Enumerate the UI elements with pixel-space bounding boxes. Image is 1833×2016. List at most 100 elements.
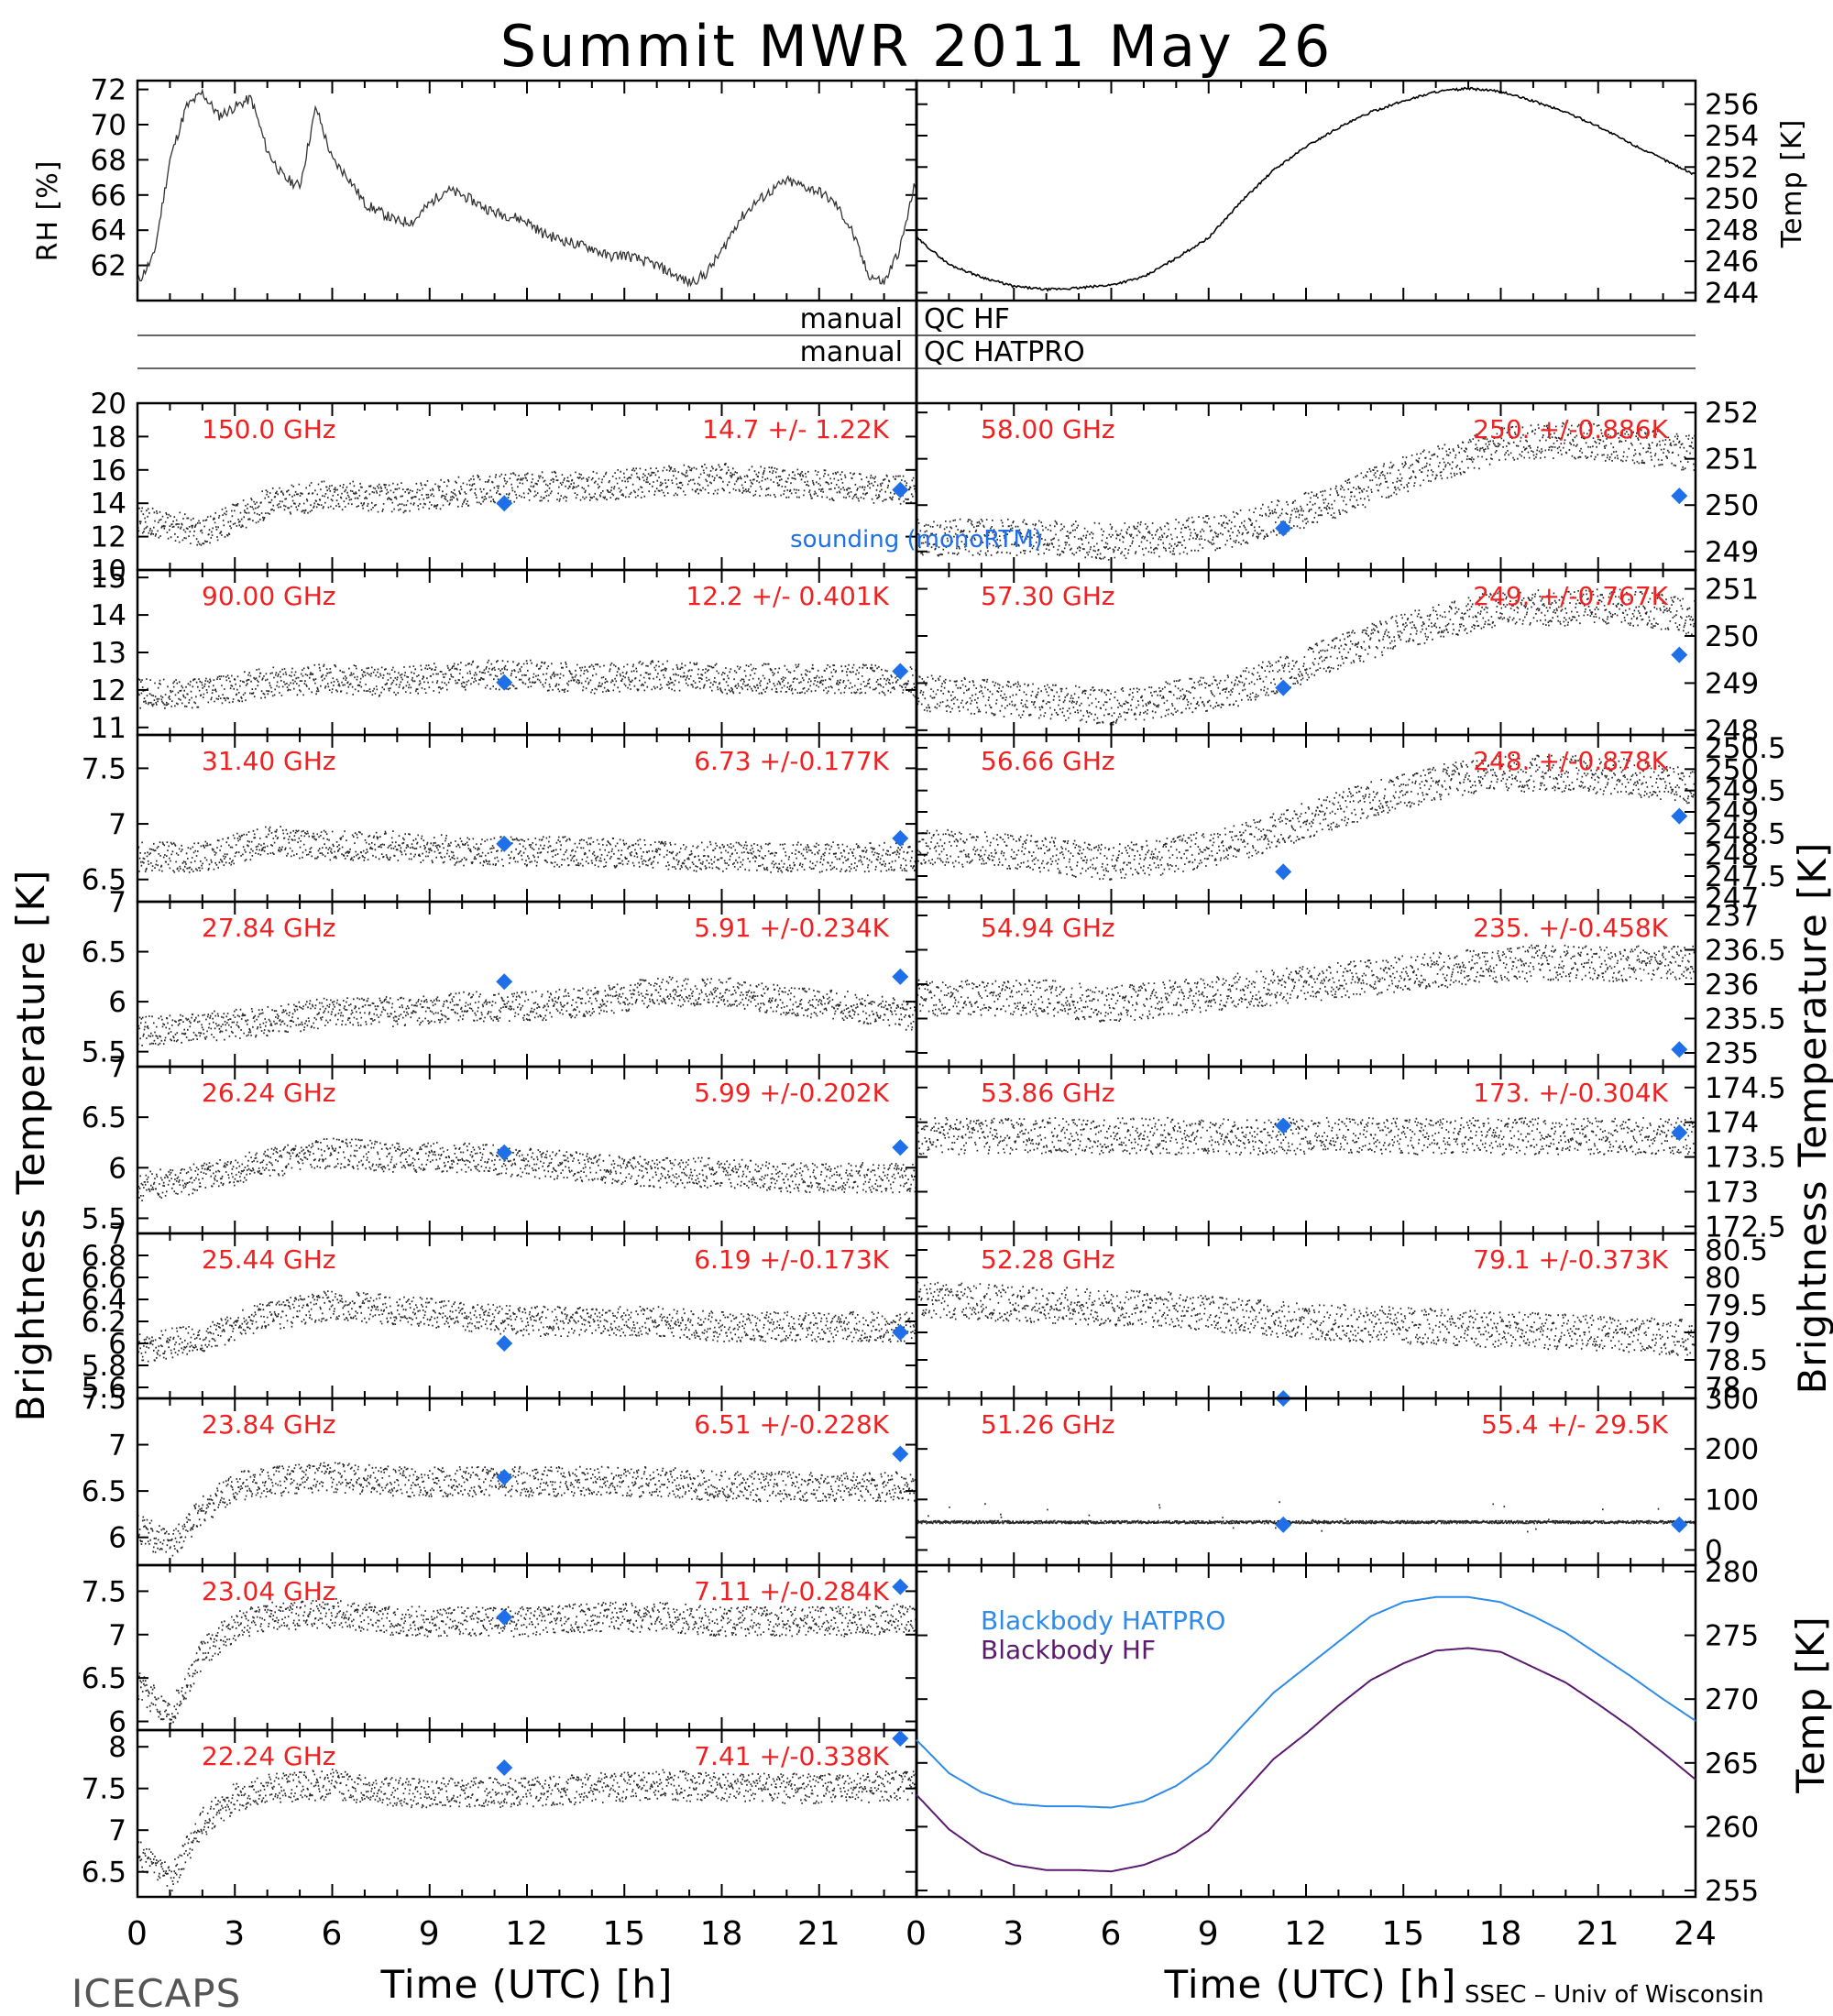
x-tick-label: 15 — [602, 1915, 646, 1953]
temp-axis-label: Temp [K] — [1776, 119, 1808, 249]
x-tick-label: 12 — [505, 1915, 549, 1953]
x-tick-label: 0 — [906, 1915, 927, 1953]
blackbody-hatpro-line — [916, 1595, 1696, 1809]
sounding-marker — [1275, 679, 1292, 696]
ch31-data — [137, 826, 917, 873]
y-tick-label: 16 — [91, 455, 126, 488]
y-tick-label: 6 — [108, 986, 126, 1019]
ch26-data — [137, 1137, 917, 1201]
stats-label: 5.99 +/-0.202K — [694, 1078, 889, 1108]
y-tick-label: 62 — [91, 250, 126, 283]
y-tick-label: 250 — [1705, 489, 1759, 522]
sounding-marker — [892, 829, 909, 847]
sounding-marker — [892, 968, 909, 985]
y-tick-label: 0 — [1705, 1534, 1723, 1567]
y-tick-label: 251 — [1705, 574, 1759, 607]
y-tick-label: 14 — [91, 599, 126, 632]
air-temp-panel — [915, 79, 1697, 302]
stats-label: 14.7 +/- 1.22K — [702, 414, 889, 444]
x-tick-label: 0 — [126, 1915, 148, 1953]
y-tick-label: 200 — [1705, 1433, 1759, 1466]
y-tick-label: 15 — [91, 562, 126, 595]
y-tick-label: 249 — [1705, 796, 1759, 829]
y-tick-label: 250 — [1705, 753, 1759, 786]
y-tick-label: 7 — [108, 1218, 126, 1251]
y-tick-label: 254 — [1705, 120, 1759, 153]
frequency-label: 53.86 GHz — [981, 1078, 1115, 1108]
sounding-marker — [892, 1139, 909, 1156]
sounding-marker — [496, 495, 513, 512]
y-tick-label: 250 — [1705, 183, 1759, 216]
ch56_66-data — [916, 754, 1696, 881]
frequency-label: 23.04 GHz — [202, 1576, 336, 1606]
ch23_04-data — [137, 1597, 917, 1725]
y-tick-label: 6 — [108, 1328, 126, 1361]
x-tick-label: 6 — [1101, 1915, 1123, 1953]
legend-hf: Blackbody HF — [981, 1635, 1156, 1665]
footer-right: SSEC – Univ of Wisconsin — [1465, 1981, 1764, 2009]
rh-axis-label: RH [%] — [32, 160, 64, 262]
y-tick-label: 248 — [1705, 839, 1759, 872]
y-tick-label: 80.5 — [1705, 1234, 1768, 1267]
frequency-label: 54.94 GHz — [981, 913, 1115, 943]
x-tick-label: 18 — [700, 1915, 744, 1953]
y-tick-label: 6.5 — [82, 1857, 126, 1890]
ch150-data — [137, 463, 917, 546]
y-tick-label: 5.8 — [82, 1350, 126, 1383]
y-tick-label: 80 — [1705, 1262, 1740, 1295]
y-tick-label: 252 — [1705, 397, 1759, 430]
sounding-marker — [1275, 1516, 1292, 1533]
frequency-label: 25.44 GHz — [202, 1244, 336, 1275]
x-tick-label: 9 — [1198, 1915, 1220, 1953]
y-tick-label: 5.5 — [82, 1036, 126, 1069]
x-tick-label: 15 — [1381, 1915, 1425, 1953]
ch52_28-data — [916, 1281, 1696, 1356]
stats-label: 6.51 +/-0.228K — [694, 1409, 889, 1440]
y-tick-label: 174 — [1705, 1107, 1759, 1140]
sounding-marker — [1275, 1117, 1292, 1134]
y-tick-label: 68 — [91, 144, 126, 177]
y-tick-label: 7 — [108, 1051, 126, 1084]
ch58-data — [916, 421, 1696, 561]
sounding-marker — [1671, 1516, 1688, 1533]
ch53_86-data — [916, 1116, 1696, 1156]
sounding-marker — [496, 1468, 513, 1485]
sounding-marker — [1671, 646, 1688, 663]
y-tick-label: 248 — [1705, 214, 1759, 247]
y-tick-label: 7.5 — [82, 1575, 126, 1608]
stats-label: 248. +/-0.878K — [1473, 746, 1668, 776]
stats-label: 7.41 +/-0.338K — [694, 1741, 889, 1771]
frequency-label: 90.00 GHz — [202, 581, 336, 611]
frequency-label: 52.28 GHz — [981, 1244, 1115, 1275]
rh-line — [137, 88, 917, 288]
frequency-label: 23.84 GHz — [202, 1409, 336, 1440]
sounding-marker — [496, 1144, 513, 1161]
y-tick-label: 6 — [108, 1706, 126, 1739]
y-tick-label: 248 — [1705, 715, 1759, 748]
sounding-marker — [892, 1445, 909, 1463]
y-tick-label: 174.5 — [1705, 1072, 1786, 1105]
stats-label: 6.19 +/-0.173K — [694, 1244, 889, 1275]
x-tick-label: 9 — [419, 1915, 441, 1953]
y-tick-label: 251 — [1705, 444, 1759, 477]
plot-panels: 6264666870722442462482502522542561012141… — [82, 74, 1786, 1953]
y-tick-label: 64 — [91, 214, 126, 247]
frequency-label: 56.66 GHz — [981, 746, 1115, 776]
y-tick-label: 7 — [108, 808, 126, 841]
y-tick-label: 244 — [1705, 277, 1759, 310]
y-tick-label: 248.5 — [1705, 817, 1786, 850]
bt-right-axis-label: Brightness Temperature [K] — [1790, 842, 1833, 1395]
y-tick-label: 235 — [1705, 1037, 1759, 1070]
y-tick-label: 11 — [91, 712, 126, 745]
sounding-marker — [892, 1730, 909, 1748]
stats-label: 250. +/-0.886K — [1473, 414, 1668, 444]
y-tick-label: 78.5 — [1705, 1344, 1768, 1377]
y-tick-label: 280 — [1705, 1556, 1759, 1589]
x-tick-label: 12 — [1284, 1915, 1328, 1953]
y-tick-label: 7 — [108, 1619, 126, 1652]
y-tick-label: 247 — [1705, 882, 1759, 915]
x-tick-label: 21 — [797, 1915, 841, 1953]
ch90-data — [137, 659, 917, 709]
rh-panel — [136, 79, 918, 302]
